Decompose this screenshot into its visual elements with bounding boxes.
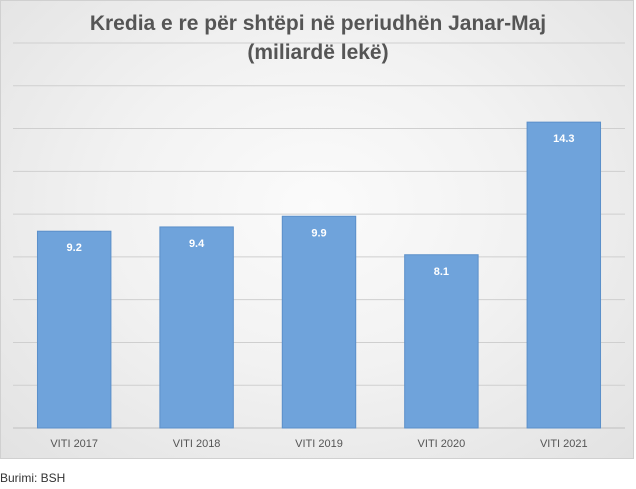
bar <box>159 226 234 429</box>
data-label: 9.2 <box>67 242 82 254</box>
bar <box>526 121 602 429</box>
bar <box>36 230 112 429</box>
bar-chart: 9.2 VITI 2017 9.4 VITI 2018 9.9 VITI 2019 8.1 V… <box>13 42 625 450</box>
x-tick-label: VITI 2021 <box>540 438 588 450</box>
x-tick-label: VITI 2019 <box>295 438 343 450</box>
chart-title-line-1: Kredia e re për shtëpi në periudhën Jana… <box>89 12 547 35</box>
bar <box>404 254 479 429</box>
x-tick-label: VITI 2017 <box>50 438 98 450</box>
x-tick-label: VITI 2020 <box>418 438 466 450</box>
data-label: 14.3 <box>553 133 574 145</box>
data-label: 9.9 <box>311 227 326 239</box>
bar <box>281 215 357 429</box>
data-label: 9.4 <box>189 238 205 250</box>
chart-frame: Kredia e re për shtëpi në periudhën Jana… <box>0 0 634 459</box>
source-note: Burimi: BSH <box>0 471 66 485</box>
x-tick-label: VITI 2018 <box>173 438 221 450</box>
chart-title: Kredia e re për shtëpi në periudhën Jana… <box>1 9 633 67</box>
data-label: 8.1 <box>434 266 449 278</box>
chart-title-line-2: (miliardë lekë) <box>247 41 389 64</box>
